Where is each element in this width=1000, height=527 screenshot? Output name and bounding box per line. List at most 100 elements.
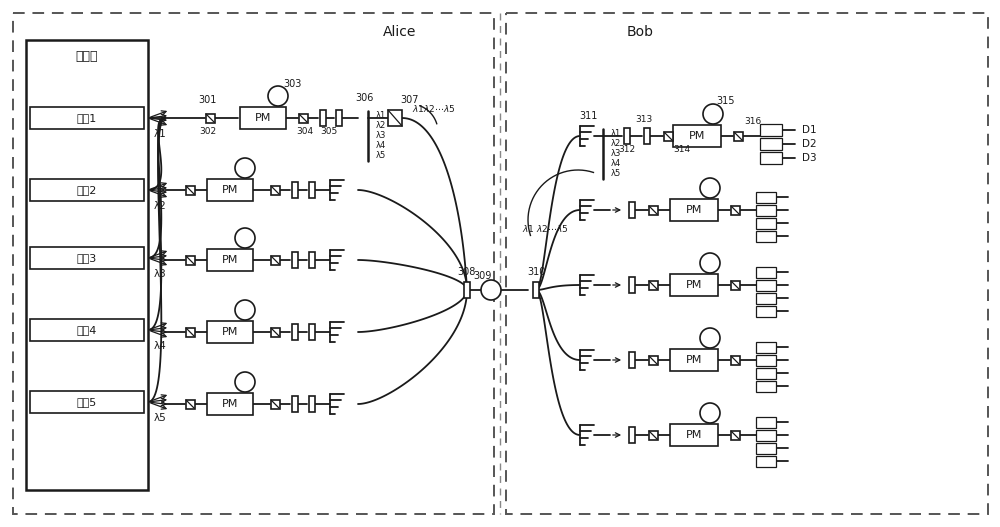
Bar bbox=[756, 368, 776, 379]
Bar bbox=[26, 40, 148, 490]
Text: 311: 311 bbox=[579, 111, 597, 121]
Bar bbox=[756, 231, 776, 242]
Text: $\lambda1\lambda2\cdots\lambda5$: $\lambda1\lambda2\cdots\lambda5$ bbox=[412, 102, 456, 113]
Text: 310: 310 bbox=[527, 267, 545, 277]
Text: 315: 315 bbox=[716, 96, 734, 106]
Bar bbox=[186, 186, 195, 195]
Bar bbox=[30, 107, 144, 129]
Text: 303: 303 bbox=[283, 79, 301, 89]
Bar bbox=[292, 324, 298, 340]
Text: λ1: λ1 bbox=[611, 130, 621, 139]
Bar bbox=[731, 281, 740, 290]
Text: Bob: Bob bbox=[626, 25, 654, 39]
Text: 307: 307 bbox=[400, 95, 418, 105]
Text: 光源5: 光源5 bbox=[77, 397, 97, 407]
Bar bbox=[309, 182, 315, 198]
Bar bbox=[299, 114, 308, 123]
Bar bbox=[760, 152, 782, 164]
Bar bbox=[533, 282, 539, 298]
Bar bbox=[388, 110, 402, 126]
Bar bbox=[464, 282, 470, 298]
Text: 光源2: 光源2 bbox=[77, 185, 97, 195]
Bar bbox=[30, 179, 144, 201]
Text: 309: 309 bbox=[473, 271, 491, 281]
Circle shape bbox=[700, 403, 720, 423]
Text: PM: PM bbox=[255, 113, 271, 123]
Bar bbox=[644, 128, 650, 144]
Bar bbox=[756, 267, 776, 278]
Bar bbox=[760, 124, 782, 136]
Text: D2: D2 bbox=[802, 139, 817, 149]
Text: λ5: λ5 bbox=[611, 170, 621, 179]
Bar bbox=[30, 247, 144, 269]
Bar bbox=[756, 430, 776, 441]
Bar bbox=[664, 132, 673, 141]
Bar bbox=[309, 252, 315, 268]
Text: λ2: λ2 bbox=[376, 122, 386, 131]
Text: 308: 308 bbox=[458, 267, 476, 277]
Text: 光源3: 光源3 bbox=[77, 253, 97, 263]
Text: PM: PM bbox=[686, 430, 702, 440]
Bar bbox=[30, 319, 144, 341]
Bar bbox=[731, 431, 740, 440]
Bar bbox=[670, 424, 718, 446]
Text: λ3: λ3 bbox=[154, 269, 166, 279]
Text: Alice: Alice bbox=[383, 25, 417, 39]
Circle shape bbox=[703, 104, 723, 124]
Bar bbox=[624, 128, 630, 144]
Bar bbox=[186, 256, 195, 265]
Text: λ4: λ4 bbox=[611, 160, 621, 169]
Bar bbox=[186, 328, 195, 337]
Bar bbox=[309, 324, 315, 340]
Circle shape bbox=[481, 280, 501, 300]
Bar bbox=[207, 179, 253, 201]
Bar bbox=[292, 396, 298, 412]
Text: PM: PM bbox=[689, 131, 705, 141]
Bar bbox=[756, 280, 776, 291]
Bar bbox=[649, 206, 658, 215]
Bar bbox=[30, 391, 144, 413]
Bar bbox=[13, 13, 494, 514]
Text: PM: PM bbox=[222, 399, 238, 409]
Bar bbox=[756, 218, 776, 229]
Bar bbox=[207, 393, 253, 415]
Bar bbox=[206, 114, 215, 123]
Circle shape bbox=[235, 228, 255, 248]
Circle shape bbox=[700, 253, 720, 273]
Bar bbox=[629, 427, 635, 443]
Text: D3: D3 bbox=[802, 153, 817, 163]
Bar bbox=[756, 192, 776, 203]
Text: PM: PM bbox=[222, 255, 238, 265]
Text: 306: 306 bbox=[355, 93, 373, 103]
Text: PM: PM bbox=[686, 205, 702, 215]
Bar bbox=[731, 356, 740, 365]
Text: 313: 313 bbox=[635, 115, 653, 124]
Bar bbox=[649, 356, 658, 365]
Bar bbox=[292, 182, 298, 198]
Bar bbox=[271, 400, 280, 409]
Bar bbox=[207, 321, 253, 343]
Bar bbox=[309, 396, 315, 412]
Text: λ5: λ5 bbox=[376, 151, 386, 161]
Bar bbox=[756, 342, 776, 353]
Bar bbox=[673, 125, 721, 147]
Bar bbox=[271, 186, 280, 195]
Bar bbox=[756, 443, 776, 454]
Text: λ5: λ5 bbox=[154, 413, 166, 423]
Bar bbox=[649, 281, 658, 290]
Text: λ1: λ1 bbox=[376, 112, 386, 121]
Text: 光源4: 光源4 bbox=[77, 325, 97, 335]
Bar bbox=[186, 400, 195, 409]
Bar bbox=[756, 355, 776, 366]
Text: 305: 305 bbox=[320, 128, 338, 136]
Bar bbox=[271, 256, 280, 265]
Text: 302: 302 bbox=[199, 128, 217, 136]
Bar bbox=[756, 293, 776, 304]
Circle shape bbox=[235, 158, 255, 178]
Text: 316: 316 bbox=[744, 118, 761, 126]
Text: λ4: λ4 bbox=[154, 341, 166, 351]
Bar bbox=[756, 456, 776, 467]
Bar bbox=[320, 110, 326, 126]
Text: λ3: λ3 bbox=[376, 132, 386, 141]
Bar bbox=[336, 110, 342, 126]
